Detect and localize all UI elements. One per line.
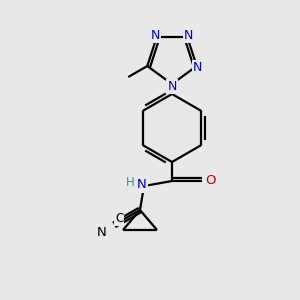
Text: H: H — [126, 176, 134, 190]
Text: N: N — [137, 178, 147, 191]
Text: N: N — [193, 61, 202, 74]
Text: O: O — [206, 175, 216, 188]
Text: N: N — [97, 226, 107, 239]
Text: N: N — [167, 80, 177, 92]
Text: N: N — [151, 29, 160, 43]
Text: N: N — [184, 29, 193, 43]
Text: C: C — [115, 212, 123, 226]
